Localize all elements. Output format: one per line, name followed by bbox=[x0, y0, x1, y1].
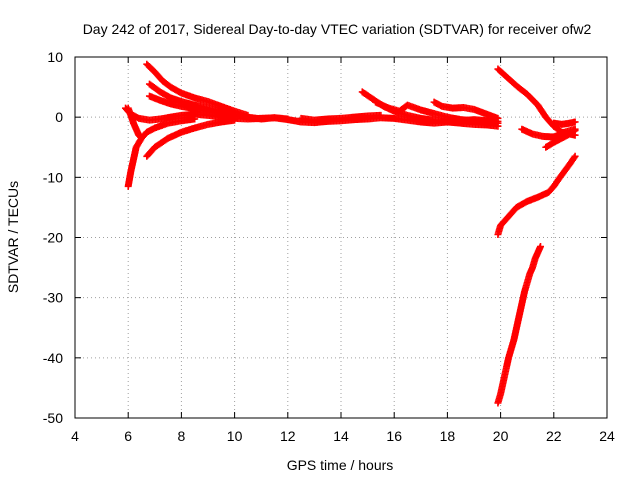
data-point bbox=[537, 243, 544, 251]
x-tick-label: 20 bbox=[493, 428, 509, 444]
data-series bbox=[143, 116, 239, 160]
x-tick-label: 24 bbox=[599, 428, 615, 444]
data-points bbox=[122, 60, 579, 407]
data-point bbox=[571, 126, 579, 134]
y-tick-label: 10 bbox=[47, 49, 63, 65]
data-series bbox=[494, 65, 579, 139]
x-tick-label: 12 bbox=[280, 428, 296, 444]
data-series bbox=[297, 111, 385, 124]
x-tick-label: 10 bbox=[227, 428, 243, 444]
y-tick-label: -40 bbox=[43, 350, 63, 366]
x-tick-label: 4 bbox=[71, 428, 79, 444]
data-point bbox=[570, 154, 578, 162]
x-tick-label: 14 bbox=[333, 428, 349, 444]
x-axis-label: GPS time / hours bbox=[287, 457, 394, 473]
data-series bbox=[494, 243, 544, 407]
y-tick-label: -30 bbox=[43, 290, 63, 306]
data-point bbox=[494, 114, 502, 122]
data-point bbox=[231, 112, 239, 120]
x-tick-label: 22 bbox=[546, 428, 562, 444]
data-point bbox=[191, 115, 199, 123]
x-tick-labels: 4 6 8 10 12 14 16 18 20 22 24 bbox=[71, 428, 615, 444]
y-tick-label: 0 bbox=[55, 109, 63, 125]
data-series bbox=[372, 98, 502, 127]
y-tick-label: -20 bbox=[43, 230, 63, 246]
x-tick-label: 16 bbox=[386, 428, 402, 444]
x-tick-label: 18 bbox=[440, 428, 456, 444]
data-series bbox=[430, 98, 502, 122]
data-series bbox=[542, 126, 579, 151]
chart-title: Day 242 of 2017, Sidereal Day-to-day VTE… bbox=[83, 21, 592, 37]
data-series bbox=[124, 104, 145, 142]
data-point bbox=[138, 134, 145, 142]
x-tick-label: 8 bbox=[178, 428, 186, 444]
y-tick-label: -10 bbox=[43, 169, 63, 185]
data-point bbox=[137, 133, 145, 141]
data-point bbox=[571, 118, 579, 126]
data-point bbox=[377, 111, 385, 119]
y-tick-label: -50 bbox=[43, 410, 63, 426]
data-point bbox=[571, 152, 579, 160]
x-tick-label: 6 bbox=[124, 428, 132, 444]
data-series bbox=[494, 152, 579, 238]
axis-ticks bbox=[74, 56, 608, 419]
grid-lines bbox=[75, 57, 607, 418]
y-tick-labels: -50 -40 -30 -20 -10 0 10 bbox=[43, 49, 63, 426]
y-axis-label: SDTVAR / TECUs bbox=[5, 181, 21, 293]
data-series bbox=[550, 118, 579, 128]
data-series bbox=[145, 92, 239, 120]
